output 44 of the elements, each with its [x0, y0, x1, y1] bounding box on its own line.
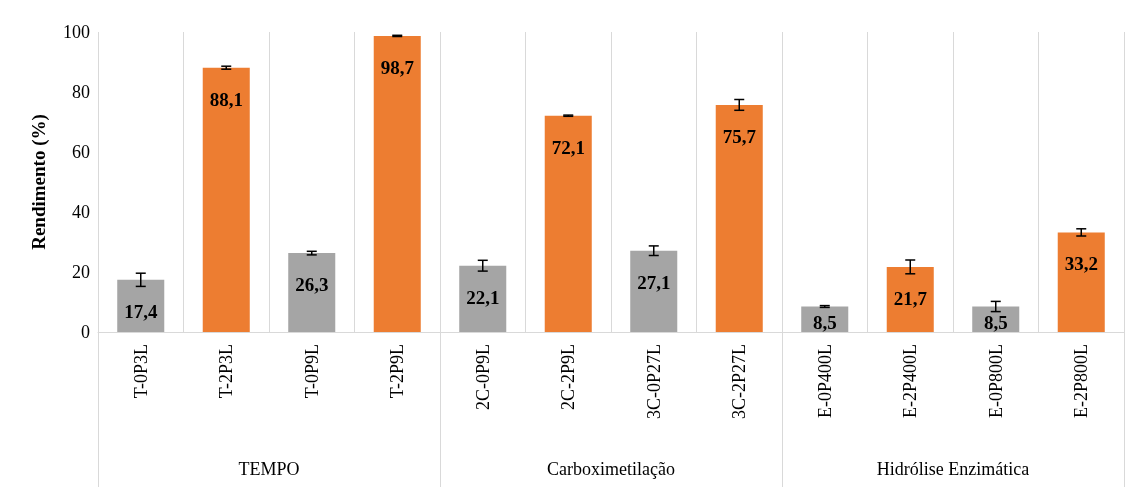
y-tick-label: 100 [63, 22, 90, 42]
x-tick-label: E-0P400L [814, 344, 835, 418]
y-tick-label: 0 [81, 322, 90, 342]
x-tick-label: 3C-0P27L [643, 344, 664, 420]
x-tick-label: T-2P9L [387, 344, 408, 399]
data-label: 98,7 [380, 56, 415, 78]
data-label: 8,5 [983, 312, 1008, 333]
x-tick-label: 3C-2P27L [729, 344, 750, 420]
x-tick-label: T-0P9L [301, 344, 322, 399]
bar [202, 67, 250, 332]
bar [544, 115, 592, 332]
bar [886, 266, 934, 332]
x-tick-label: E-2P800L [1071, 344, 1092, 418]
y-tick-label: 60 [72, 142, 90, 162]
bar [117, 279, 165, 332]
bar [1057, 232, 1105, 332]
data-label: 27,1 [637, 271, 671, 293]
data-label: 33,2 [1064, 253, 1098, 275]
bar [288, 253, 336, 332]
data-label: 17,4 [124, 300, 158, 322]
x-tick-label: E-0P800L [985, 344, 1006, 418]
x-tick-label: 2C-0P9L [472, 344, 493, 411]
x-tick-label: T-0P3L [130, 344, 151, 399]
data-label: 72,1 [551, 136, 585, 158]
bar [715, 104, 763, 332]
text: TEMPO [238, 459, 300, 479]
data-label: 21,7 [893, 287, 928, 309]
y-tick-label: 20 [72, 262, 90, 282]
data-label: 75,7 [722, 125, 757, 147]
bar [459, 265, 507, 332]
y-axis-title: Rendimento (%) [28, 114, 50, 250]
data-label: 88,1 [209, 88, 243, 110]
bar [630, 250, 678, 332]
y-tick-label: 80 [72, 82, 90, 102]
x-tick-label: E-2P400L [900, 344, 921, 418]
x-tick-label: T-2P3L [216, 344, 237, 399]
text: Hidrólise Enzimática [876, 459, 1030, 479]
y-tick-label: 40 [72, 202, 90, 222]
data-label: 22,1 [466, 286, 500, 308]
data-label: 8,5 [812, 312, 837, 333]
data-label: 26,3 [295, 274, 329, 296]
bar [373, 35, 421, 332]
x-tick-label: 2C-2P9L [558, 344, 579, 411]
text: Carboximetilação [547, 459, 675, 479]
